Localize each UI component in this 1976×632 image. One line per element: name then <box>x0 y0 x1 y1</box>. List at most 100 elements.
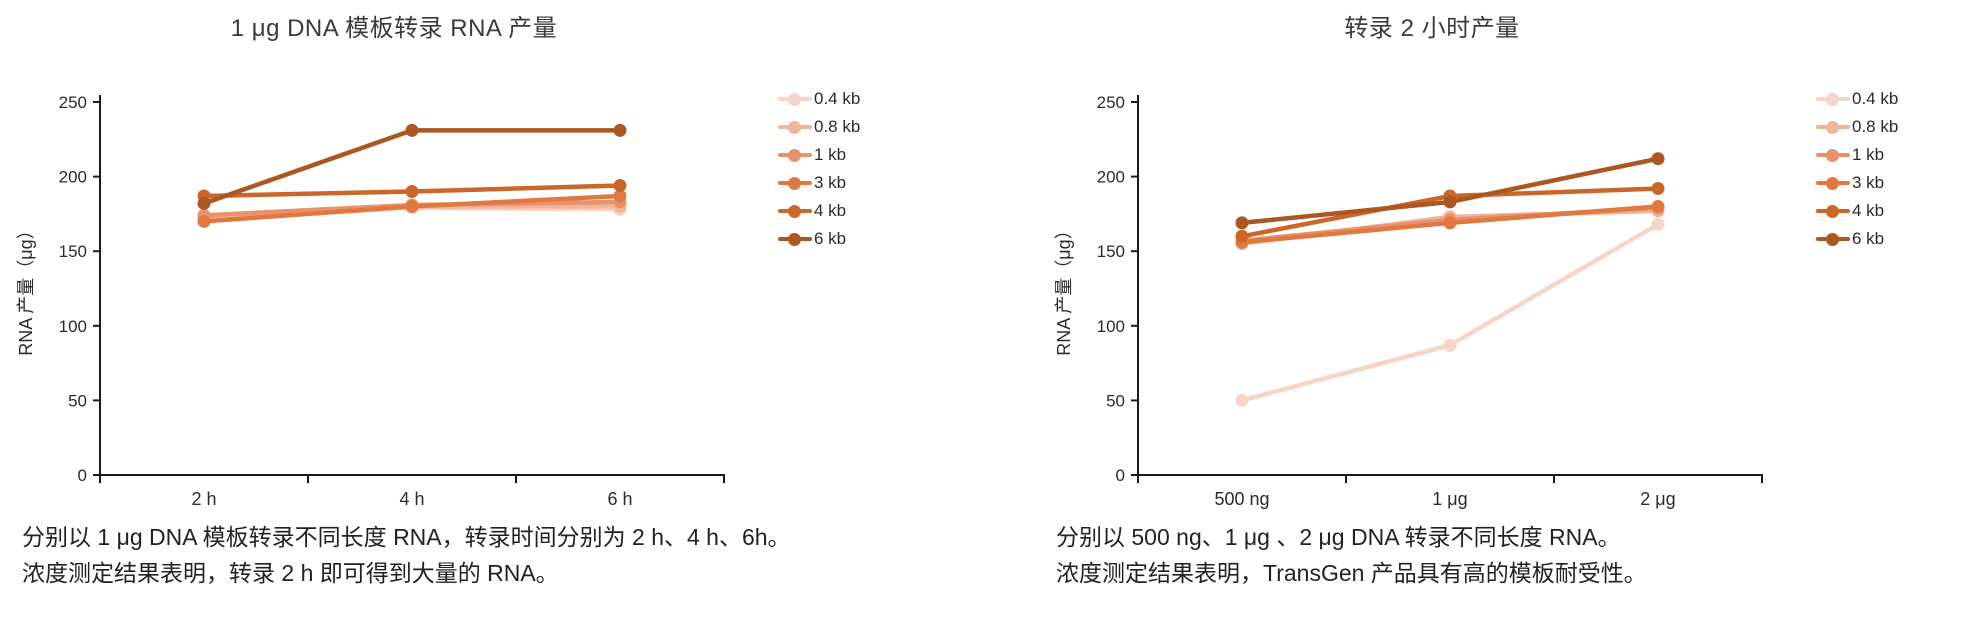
legend-item-0.8kb: 0.8 kb <box>778 117 860 136</box>
legend-item-0.4kb: 0.4 kb <box>1816 89 1899 108</box>
chart-title: 1 μg DNA 模板转录 RNA 产量 <box>230 15 558 42</box>
legend-item-4kb: 4 kb <box>778 201 860 220</box>
legend-label: 0.8 kb <box>1852 117 1899 136</box>
legend-marker-dot <box>788 120 801 134</box>
legend-label: 1 kb <box>1852 145 1885 164</box>
data-point-marker-4kb <box>1651 182 1665 196</box>
y-axis-tick-label: 200 <box>1097 168 1125 187</box>
legend-label: 1 kb <box>814 145 847 164</box>
series-line-0.4kb <box>1239 222 1661 403</box>
x-axis-tick-label: 2 h <box>191 489 216 509</box>
chart-row: 0 50 100 150 200 250 RNA 产量（μg） 2 h 4 h 6 h 0.4 k… <box>14 52 860 512</box>
data-point-marker-3kb <box>405 199 419 213</box>
chart-caption: 分别以 500 ng、1 μg 、2 μg DNA 转录不同长度 RNA。 浓度… <box>1056 520 1898 591</box>
legend-item-6kb: 6 kb <box>778 229 860 248</box>
legend-line-swatch <box>1816 92 1850 106</box>
legend-line-swatch <box>1816 176 1850 190</box>
y-axis-tick-label: 250 <box>1097 93 1125 112</box>
legend-label: 6 kb <box>814 229 847 248</box>
legend-marker-dot <box>1826 232 1839 246</box>
legend-marker-dot <box>1826 148 1839 162</box>
legend-line-swatch <box>1816 232 1850 246</box>
caption-line-1: 分别以 500 ng、1 μg 、2 μg DNA 转录不同长度 RNA。 <box>1056 524 1621 550</box>
y-axis-tick-label: 150 <box>1097 242 1125 261</box>
legend-marker-dot <box>1826 204 1839 218</box>
data-point-marker-4kb <box>1235 229 1249 243</box>
chart-panel-left: 1 μg DNA 模板转录 RNA 产量 0 50 100 150 200 250 RNA … <box>14 6 860 591</box>
y-axis-tick-label: 50 <box>68 391 87 410</box>
x-axis-tick-label: 500 ng <box>1214 489 1269 509</box>
x-axis-tick-label: 4 h <box>399 489 424 509</box>
data-point-marker-3kb <box>1443 216 1457 230</box>
chart-legend: 0.4 kb 0.8 kb 1 kb 3 kb 4 kb 6 kb <box>1816 52 1898 248</box>
data-point-marker-6kb <box>613 123 627 137</box>
legend-item-1kb: 1 kb <box>778 145 860 164</box>
data-point-marker-4kb <box>405 185 419 199</box>
data-point-marker-6kb <box>197 196 211 210</box>
legend-marker-dot <box>1826 176 1839 190</box>
data-point-marker-0.4kb <box>1443 338 1457 352</box>
x-axis-tick-label: 2 μg <box>1640 489 1675 509</box>
legend-label: 4 kb <box>814 201 847 220</box>
data-point-marker-6kb <box>1235 216 1249 230</box>
legend-marker-dot <box>1826 92 1839 106</box>
legend-line-swatch <box>778 92 812 106</box>
y-axis-tick-label: 100 <box>1097 317 1125 336</box>
data-point-marker-6kb <box>1651 152 1665 166</box>
legend-label: 4 kb <box>1852 201 1885 220</box>
legend-label: 3 kb <box>1852 173 1885 192</box>
legend-line-swatch <box>1816 120 1850 134</box>
legend-line-swatch <box>1816 148 1850 162</box>
data-point-marker-3kb <box>1651 199 1665 213</box>
data-point-marker-0.4kb <box>1235 393 1249 407</box>
data-point-marker-4kb <box>613 179 627 193</box>
y-axis-tick-label: 100 <box>59 317 87 336</box>
legend-line-swatch <box>778 148 812 162</box>
data-point-marker-3kb <box>613 189 627 203</box>
chart-legend: 0.4 kb 0.8 kb 1 kb 3 kb 4 kb 6 kb <box>778 52 860 248</box>
legend-marker-dot <box>788 204 801 218</box>
y-axis-tick-label: 200 <box>59 168 87 187</box>
legend-item-6kb: 6 kb <box>1816 229 1898 248</box>
legend-item-1kb: 1 kb <box>1816 145 1898 164</box>
y-axis-tick-label: 250 <box>59 93 87 112</box>
legend-label: 6 kb <box>1852 229 1885 248</box>
legend-marker-dot <box>788 92 801 106</box>
y-axis-tick-label: 0 <box>1116 466 1125 485</box>
legend-item-0.4kb: 0.4 kb <box>778 89 861 108</box>
caption-line-1: 分别以 1 μg DNA 模板转录不同长度 RNA，转录时间分别为 2 h、4 … <box>22 524 791 550</box>
legend-item-3kb: 3 kb <box>1816 173 1898 192</box>
legend-item-0.8kb: 0.8 kb <box>1816 117 1899 136</box>
y-axis-label: RNA 产量（μg） <box>16 221 36 355</box>
chart-caption: 分别以 1 μg DNA 模板转录不同长度 RNA，转录时间分别为 2 h、4 … <box>22 520 860 591</box>
legend-label: 0.4 kb <box>1852 89 1899 108</box>
y-axis-tick-label: 0 <box>78 466 87 485</box>
legend-line-swatch <box>778 204 812 218</box>
chart-panel-right: 转录 2 小时产量 0 50 100 150 200 250 RNA 产量（μg） 500 n… <box>1052 6 1898 591</box>
data-point-marker-6kb <box>1443 195 1457 209</box>
x-axis-tick-label: 1 μg <box>1432 489 1467 509</box>
data-point-marker-6kb <box>405 123 419 137</box>
data-point-marker-3kb <box>197 214 211 228</box>
chart-row: 0 50 100 150 200 250 RNA 产量（μg） 500 ng 1 μg 2 μg … <box>1052 52 1898 512</box>
legend-label: 0.4 kb <box>814 89 861 108</box>
legend-line-swatch <box>778 232 812 246</box>
legend-line-swatch <box>778 176 812 190</box>
line-chart: 0 50 100 150 200 250 RNA 产量（μg） 2 h 4 h 6 h <box>16 93 725 509</box>
legend-marker-dot <box>788 232 801 246</box>
legend-item-3kb: 3 kb <box>778 173 860 192</box>
legend-marker-dot <box>788 148 801 162</box>
data-point-marker-0.4kb <box>1651 217 1665 231</box>
caption-line-2: 浓度测定结果表明，TransGen 产品具有高的模板耐受性。 <box>1056 559 1647 586</box>
chart-title: 转录 2 小时产量 <box>1344 15 1520 42</box>
y-axis-tick-label: 50 <box>1106 391 1125 410</box>
legend-item-4kb: 4 kb <box>1816 201 1898 220</box>
legend-line-swatch <box>1816 204 1850 218</box>
y-axis-label: RNA 产量（μg） <box>1054 221 1074 355</box>
line-chart: 0 50 100 150 200 250 RNA 产量（μg） 500 ng 1 μg 2 μg <box>1054 93 1763 509</box>
y-axis-tick-label: 150 <box>59 242 87 261</box>
legend-line-swatch <box>778 120 812 134</box>
legend-marker-dot <box>788 176 801 190</box>
caption-line-2: 浓度测定结果表明，转录 2 h 即可得到大量的 RNA。 <box>22 559 559 586</box>
x-axis-tick-label: 6 h <box>607 489 632 509</box>
